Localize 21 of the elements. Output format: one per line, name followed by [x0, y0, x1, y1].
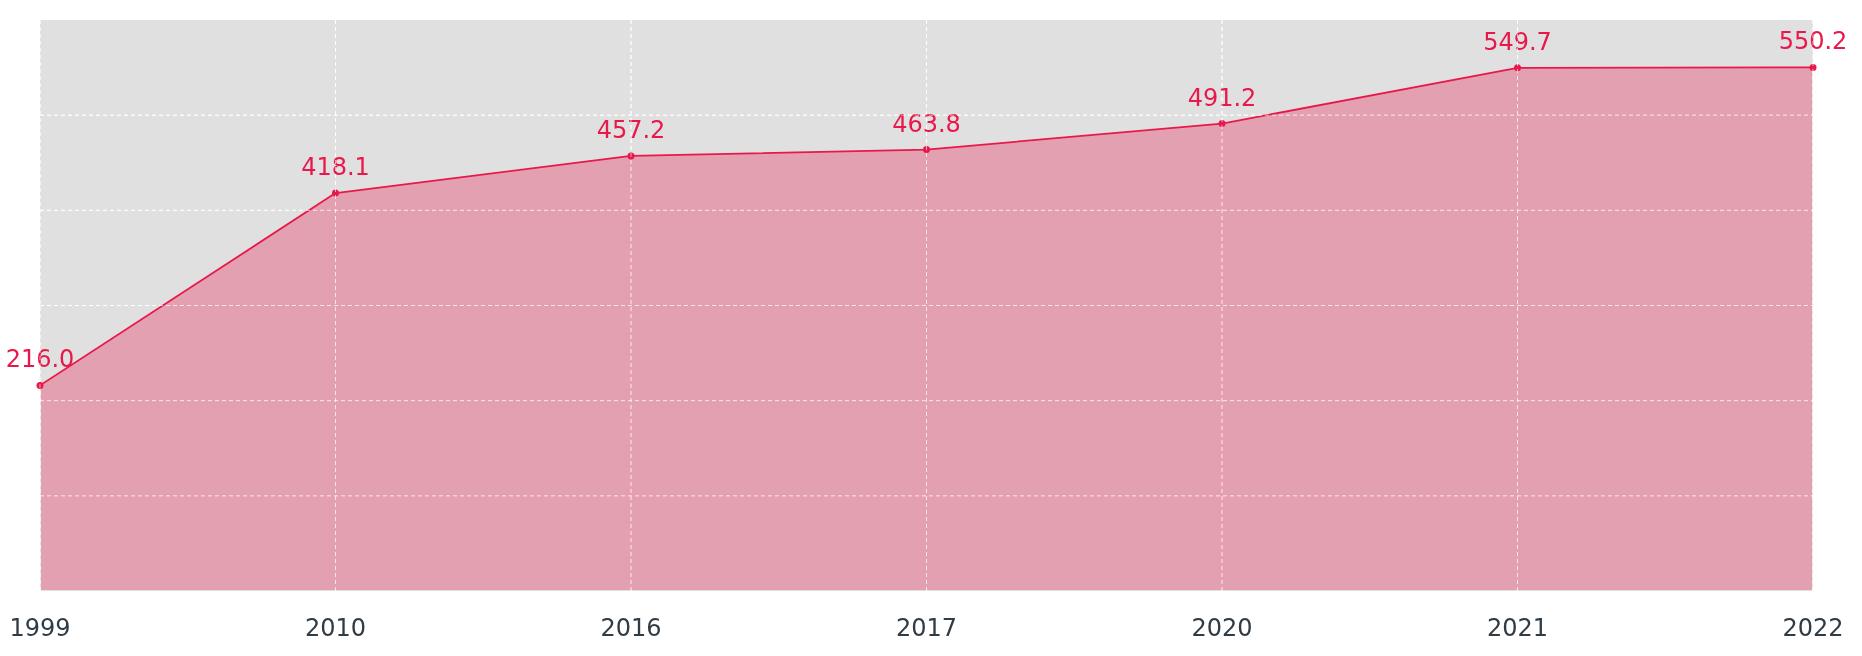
x-tick-label: 1999 — [9, 614, 71, 642]
point — [923, 146, 930, 154]
x-tick-label: 2020 — [1191, 614, 1253, 642]
point — [1514, 64, 1521, 72]
data-label: 463.8 — [892, 109, 961, 138]
x-tick-label: 2021 — [1486, 614, 1549, 642]
x-tick-label: 2017 — [895, 614, 958, 642]
x-tick-label: 2010 — [304, 614, 367, 642]
data-label: 457.2 — [596, 115, 666, 144]
data-label: 550.2 — [1778, 27, 1848, 56]
point — [1218, 120, 1226, 128]
x-tick-label: 2016 — [600, 614, 662, 642]
point — [332, 189, 339, 197]
data-label: 418.1 — [301, 153, 370, 182]
point — [1809, 63, 1817, 71]
data-label: 216.0 — [5, 345, 75, 374]
x-tick-label: 2022 — [1782, 614, 1844, 642]
data-label: 491.2 — [1187, 83, 1257, 112]
data-label: 549.7 — [1483, 27, 1552, 56]
point — [36, 381, 44, 389]
point — [627, 152, 635, 160]
